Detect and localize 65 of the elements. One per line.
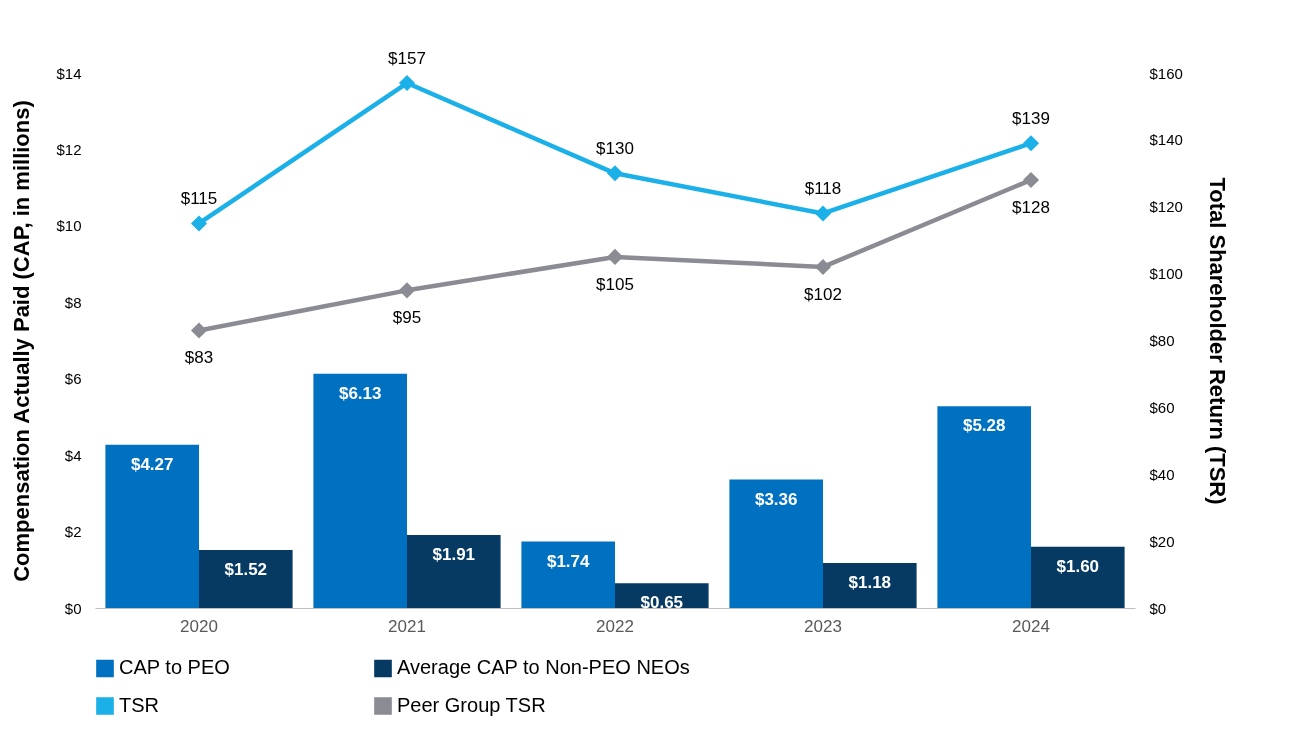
bar	[1031, 546, 1125, 608]
x-tick-label: 2020	[180, 616, 218, 636]
data-label: $105	[596, 274, 634, 294]
y-axis-title: Compensation Actually Paid (CAP, in millions)	[9, 100, 35, 582]
legend-label: Peer Group TSR	[397, 694, 546, 716]
y-tick-label: $8	[64, 293, 82, 311]
data-label: $1.52	[224, 559, 268, 579]
point	[1022, 171, 1040, 189]
point	[606, 165, 624, 182]
legend-label: TSR	[119, 694, 159, 716]
bar	[407, 535, 501, 608]
y2-tick-label: $0	[1149, 599, 1167, 617]
data-label: $1.18	[848, 572, 892, 592]
x-tick-label: 2024	[1012, 616, 1050, 636]
data-label: $95	[392, 308, 422, 328]
bar	[937, 406, 1031, 608]
y-tick-label: $12	[56, 140, 82, 158]
bar	[105, 444, 199, 608]
bar	[823, 562, 917, 608]
point	[814, 205, 832, 222]
y-tick-label: $6	[64, 370, 82, 388]
data-label: $1.74	[546, 551, 591, 571]
x-tick-label: 2022	[596, 616, 634, 636]
data-label: $1.60	[1056, 556, 1100, 576]
y2-tick-label: $120	[1149, 198, 1183, 216]
data-label: $6.13	[338, 383, 382, 403]
y2-tick-label: $160	[1149, 64, 1183, 82]
point	[398, 282, 416, 299]
y2-axis-title: Total Shareholder Return (TSR)	[1204, 177, 1230, 505]
data-label: $1.91	[432, 545, 476, 565]
y2-tick-label: $20	[1149, 532, 1175, 550]
y-tick-label: $4	[64, 446, 82, 464]
point	[1022, 135, 1040, 152]
data-label: $3.36	[754, 489, 798, 509]
data-label: $0.65	[640, 593, 684, 613]
bar	[521, 541, 615, 608]
y-tick-label: $0	[64, 599, 82, 617]
data-label: $115	[180, 189, 218, 209]
data-label: $128	[1012, 198, 1050, 217]
legend-label: CAP to PEO	[119, 656, 230, 679]
data-label: $102	[804, 284, 842, 304]
data-label: $83	[184, 348, 214, 368]
data-label: $157	[388, 49, 426, 69]
point	[398, 74, 416, 92]
data-label: $139	[1012, 109, 1050, 129]
bar	[729, 479, 823, 608]
y2-tick-label: $40	[1149, 465, 1175, 483]
data-label: $118	[804, 179, 842, 199]
data-label: $4.27	[130, 454, 174, 474]
bar	[199, 549, 293, 608]
data-label: $5.28	[962, 416, 1006, 436]
y2-tick-label: $60	[1149, 398, 1175, 416]
y2-tick-label: $140	[1149, 131, 1183, 149]
y2-tick-label: $100	[1149, 265, 1183, 283]
point	[190, 215, 208, 232]
x-tick-label: 2021	[388, 616, 426, 636]
legend-label: Average CAP to Non-PEO NEOs	[397, 656, 690, 679]
y-tick-label: $2	[64, 523, 82, 541]
y-tick-label: $10	[56, 217, 82, 235]
y2-tick-label: $80	[1149, 332, 1175, 349]
data-label: $130	[596, 139, 634, 159]
x-tick-label: 2023	[804, 616, 842, 636]
y-tick-label: $14	[56, 64, 82, 82]
point	[190, 322, 208, 339]
bar	[313, 373, 407, 608]
